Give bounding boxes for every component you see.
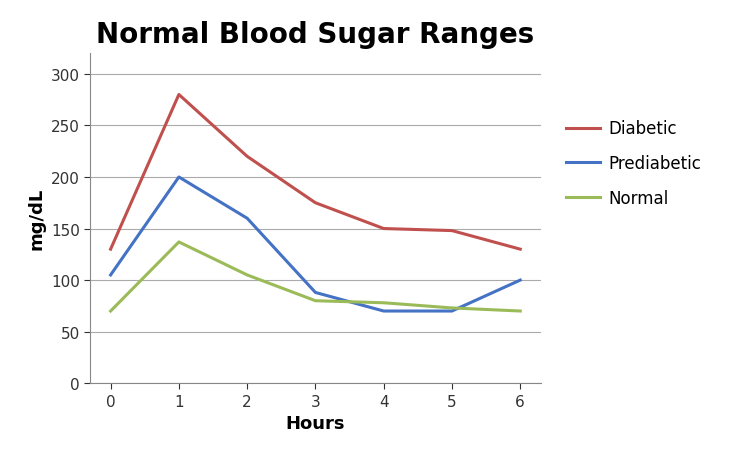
Legend: Diabetic, Prediabetic, Normal: Diabetic, Prediabetic, Normal: [558, 112, 709, 216]
Prediabetic: [448, 308, 457, 314]
Prediabetic: [174, 175, 183, 180]
Diabetic: [311, 201, 320, 206]
Prediabetic: [243, 216, 252, 221]
Prediabetic: [516, 278, 525, 283]
Diabetic: [448, 228, 457, 234]
Line: Normal: Normal: [110, 242, 520, 311]
Title: Normal Blood Sugar Ranges: Normal Blood Sugar Ranges: [96, 21, 535, 49]
Line: Diabetic: Diabetic: [110, 95, 520, 249]
Normal: [516, 308, 525, 314]
Normal: [243, 272, 252, 278]
Y-axis label: mg/dL: mg/dL: [27, 188, 45, 250]
Prediabetic: [379, 308, 388, 314]
Diabetic: [243, 154, 252, 160]
Normal: [311, 299, 320, 304]
Normal: [106, 308, 115, 314]
Diabetic: [174, 92, 183, 98]
Diabetic: [379, 226, 388, 232]
X-axis label: Hours: Hours: [285, 414, 345, 432]
Diabetic: [106, 247, 115, 252]
Prediabetic: [106, 272, 115, 278]
Normal: [174, 239, 183, 245]
Prediabetic: [311, 290, 320, 295]
Diabetic: [516, 247, 525, 252]
Normal: [448, 305, 457, 311]
Line: Prediabetic: Prediabetic: [110, 178, 520, 311]
Normal: [379, 300, 388, 306]
